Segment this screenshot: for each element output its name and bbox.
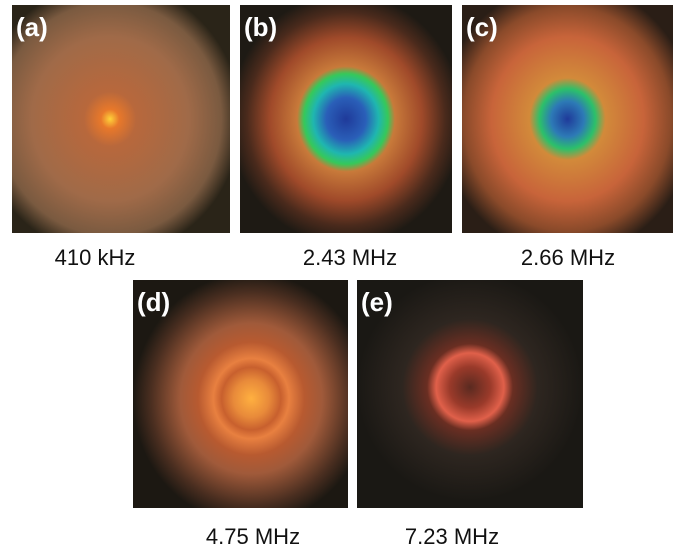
caption: 4.75 MHz — [206, 524, 300, 549]
caption: 2.43 MHz — [303, 245, 397, 270]
panel-label: (a) — [16, 12, 48, 42]
caption: 7.23 MHz — [405, 524, 499, 549]
panel-label: (c) — [466, 12, 498, 42]
figure: (a) (b) (c) (d) (e) 410 kHz 2.43 MHz 2.6… — [0, 0, 681, 555]
panel-label: (b) — [244, 12, 277, 42]
panel-label: (e) — [361, 287, 393, 317]
caption: 410 kHz — [55, 245, 136, 270]
caption: 2.66 MHz — [521, 245, 615, 270]
panel-label: (d) — [137, 287, 170, 317]
